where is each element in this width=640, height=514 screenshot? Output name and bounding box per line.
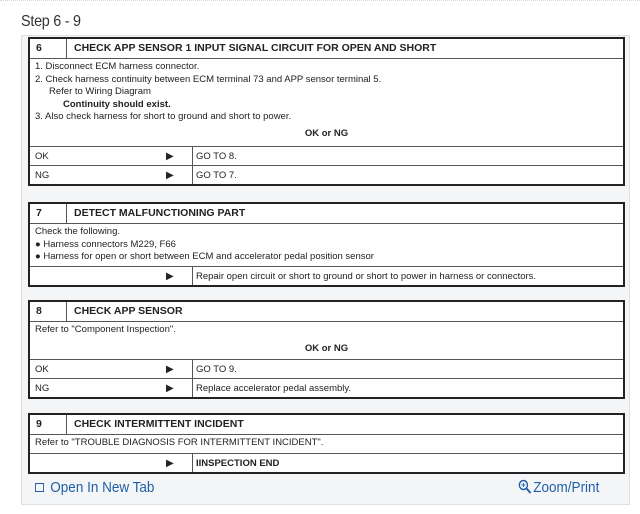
instruction: 2. Check harness continuity between ECM …	[35, 73, 382, 85]
zoom-print-label: Zoom/Print	[533, 479, 600, 496]
step-number: 6	[30, 39, 67, 58]
instruction: 1. Disconnect ECM harness connector.	[35, 61, 200, 72]
instruction: Refer to "Component Inspection".	[35, 324, 176, 335]
result-row-ng: NG ▶ GO TO 7.	[30, 165, 623, 184]
instruction: 3. Also check harness for short to groun…	[35, 111, 292, 122]
step-header: 9 CHECK INTERMITTENT INCIDENT	[30, 415, 623, 434]
arrow-right-icon: ▶	[166, 151, 174, 162]
result-action: GO TO 7.	[192, 166, 237, 184]
open-in-new-tab-link[interactable]: Open In New Tab	[35, 479, 154, 496]
result-row-ng: NG ▶ Replace accelerator pedal assembly.	[30, 378, 623, 397]
result-action: GO TO 8.	[192, 147, 237, 165]
instruction: ● Harness connectors M229, F66	[35, 238, 176, 250]
result-action: Repair open circuit or short to ground o…	[192, 267, 536, 285]
result-action: Replace accelerator pedal assembly.	[192, 379, 351, 397]
zoom-print-link[interactable]: Zoom/Print	[518, 479, 599, 496]
step-body: 1. Disconnect ECM harness connector. 2. …	[30, 58, 623, 146]
step-title: CHECK APP SENSOR	[74, 305, 183, 317]
result-row-ok: OK ▶ GO TO 9.	[30, 359, 623, 378]
result-row: ▶ Repair open circuit or short to ground…	[30, 266, 623, 285]
instruction: ● Harness for open or short between ECM …	[35, 251, 374, 262]
result-action: IINSPECTION END	[192, 454, 279, 472]
step-title: CHECK INTERMITTENT INCIDENT	[74, 418, 244, 430]
arrow-right-icon: ▶	[166, 383, 174, 394]
step-title: DETECT MALFUNCTIONING PART	[74, 207, 246, 219]
step-body: Refer to "TROUBLE DIAGNOSIS FOR INTERMIT…	[30, 434, 623, 453]
instruction: Refer to "TROUBLE DIAGNOSIS FOR INTERMIT…	[35, 437, 324, 448]
instruction: Refer to Wiring Diagram	[49, 86, 151, 97]
step-number: 7	[30, 204, 67, 223]
step-title: CHECK APP SENSOR 1 INPUT SIGNAL CIRCUIT …	[74, 42, 437, 54]
step-9-table: 9 CHECK INTERMITTENT INCIDENT Refer to "…	[28, 413, 625, 474]
step-number: 8	[30, 302, 67, 321]
result-label: OK	[35, 364, 49, 375]
instruction: Continuity should exist.	[63, 98, 171, 110]
step-header: 6 CHECK APP SENSOR 1 INPUT SIGNAL CIRCUI…	[30, 39, 623, 58]
arrow-right-icon: ▶	[166, 170, 174, 181]
magnifier-plus-icon	[518, 479, 532, 494]
step-body: Refer to "Component Inspection". OK or N…	[30, 321, 623, 359]
ok-or-ng-prompt: OK or NG	[304, 342, 349, 354]
instruction: Check the following.	[35, 226, 121, 237]
page-title: Step 6 - 9	[21, 13, 81, 30]
step-7-table: 7 DETECT MALFUNCTIONING PART Check the f…	[28, 202, 625, 287]
result-row-ok: OK ▶ GO TO 8.	[30, 146, 623, 165]
step-8-table: 8 CHECK APP SENSOR Refer to "Component I…	[28, 300, 625, 399]
result-label: NG	[35, 170, 50, 181]
step-body: Check the following. ● Harness connector…	[30, 223, 623, 266]
result-action: GO TO 9.	[192, 360, 237, 378]
step-header: 8 CHECK APP SENSOR	[30, 302, 623, 321]
open-in-new-tab-label: Open In New Tab	[50, 479, 155, 496]
result-label: NG	[35, 383, 50, 394]
step-header: 7 DETECT MALFUNCTIONING PART	[30, 204, 623, 223]
arrow-right-icon: ▶	[166, 271, 174, 282]
result-row: ▶ IINSPECTION END	[30, 453, 623, 472]
top-divider	[0, 0, 640, 1]
result-label: OK	[35, 151, 49, 162]
ok-or-ng-prompt: OK or NG	[304, 127, 349, 139]
arrow-right-icon: ▶	[166, 458, 174, 469]
step-number: 9	[30, 415, 67, 434]
step-6-table: 6 CHECK APP SENSOR 1 INPUT SIGNAL CIRCUI…	[28, 37, 625, 186]
arrow-right-icon: ▶	[166, 364, 174, 375]
open-new-tab-icon	[35, 483, 44, 492]
